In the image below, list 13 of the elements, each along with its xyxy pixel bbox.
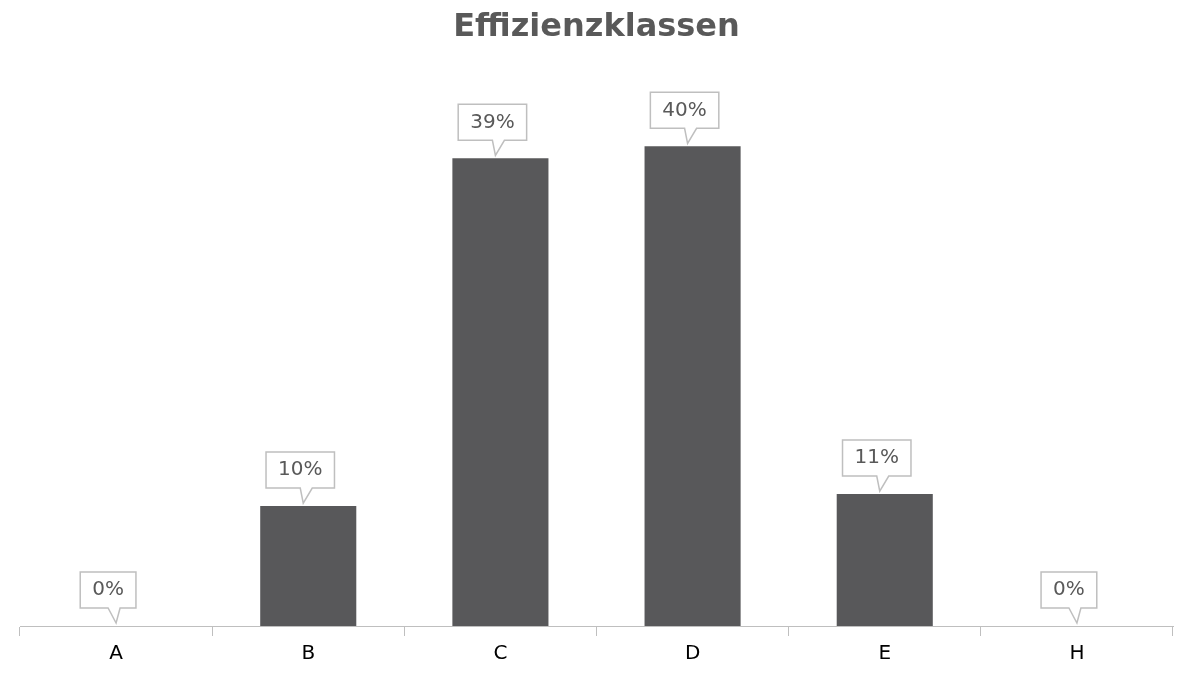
data-label: 11% — [854, 444, 899, 469]
x-tick-label: H — [1069, 640, 1085, 665]
x-tick-label: C — [493, 640, 508, 665]
x-tick-label: A — [109, 640, 124, 665]
x-tick-label: D — [684, 640, 701, 665]
data-label: 0% — [1053, 576, 1085, 601]
data-label: 39% — [470, 108, 515, 133]
data-label: 0% — [92, 576, 124, 601]
data-label: 10% — [278, 456, 323, 481]
x-tick-label: E — [878, 640, 892, 665]
chart-title: Effizienzklassen — [453, 5, 740, 44]
x-tick-label: B — [301, 640, 316, 665]
data-label: 40% — [662, 96, 707, 121]
